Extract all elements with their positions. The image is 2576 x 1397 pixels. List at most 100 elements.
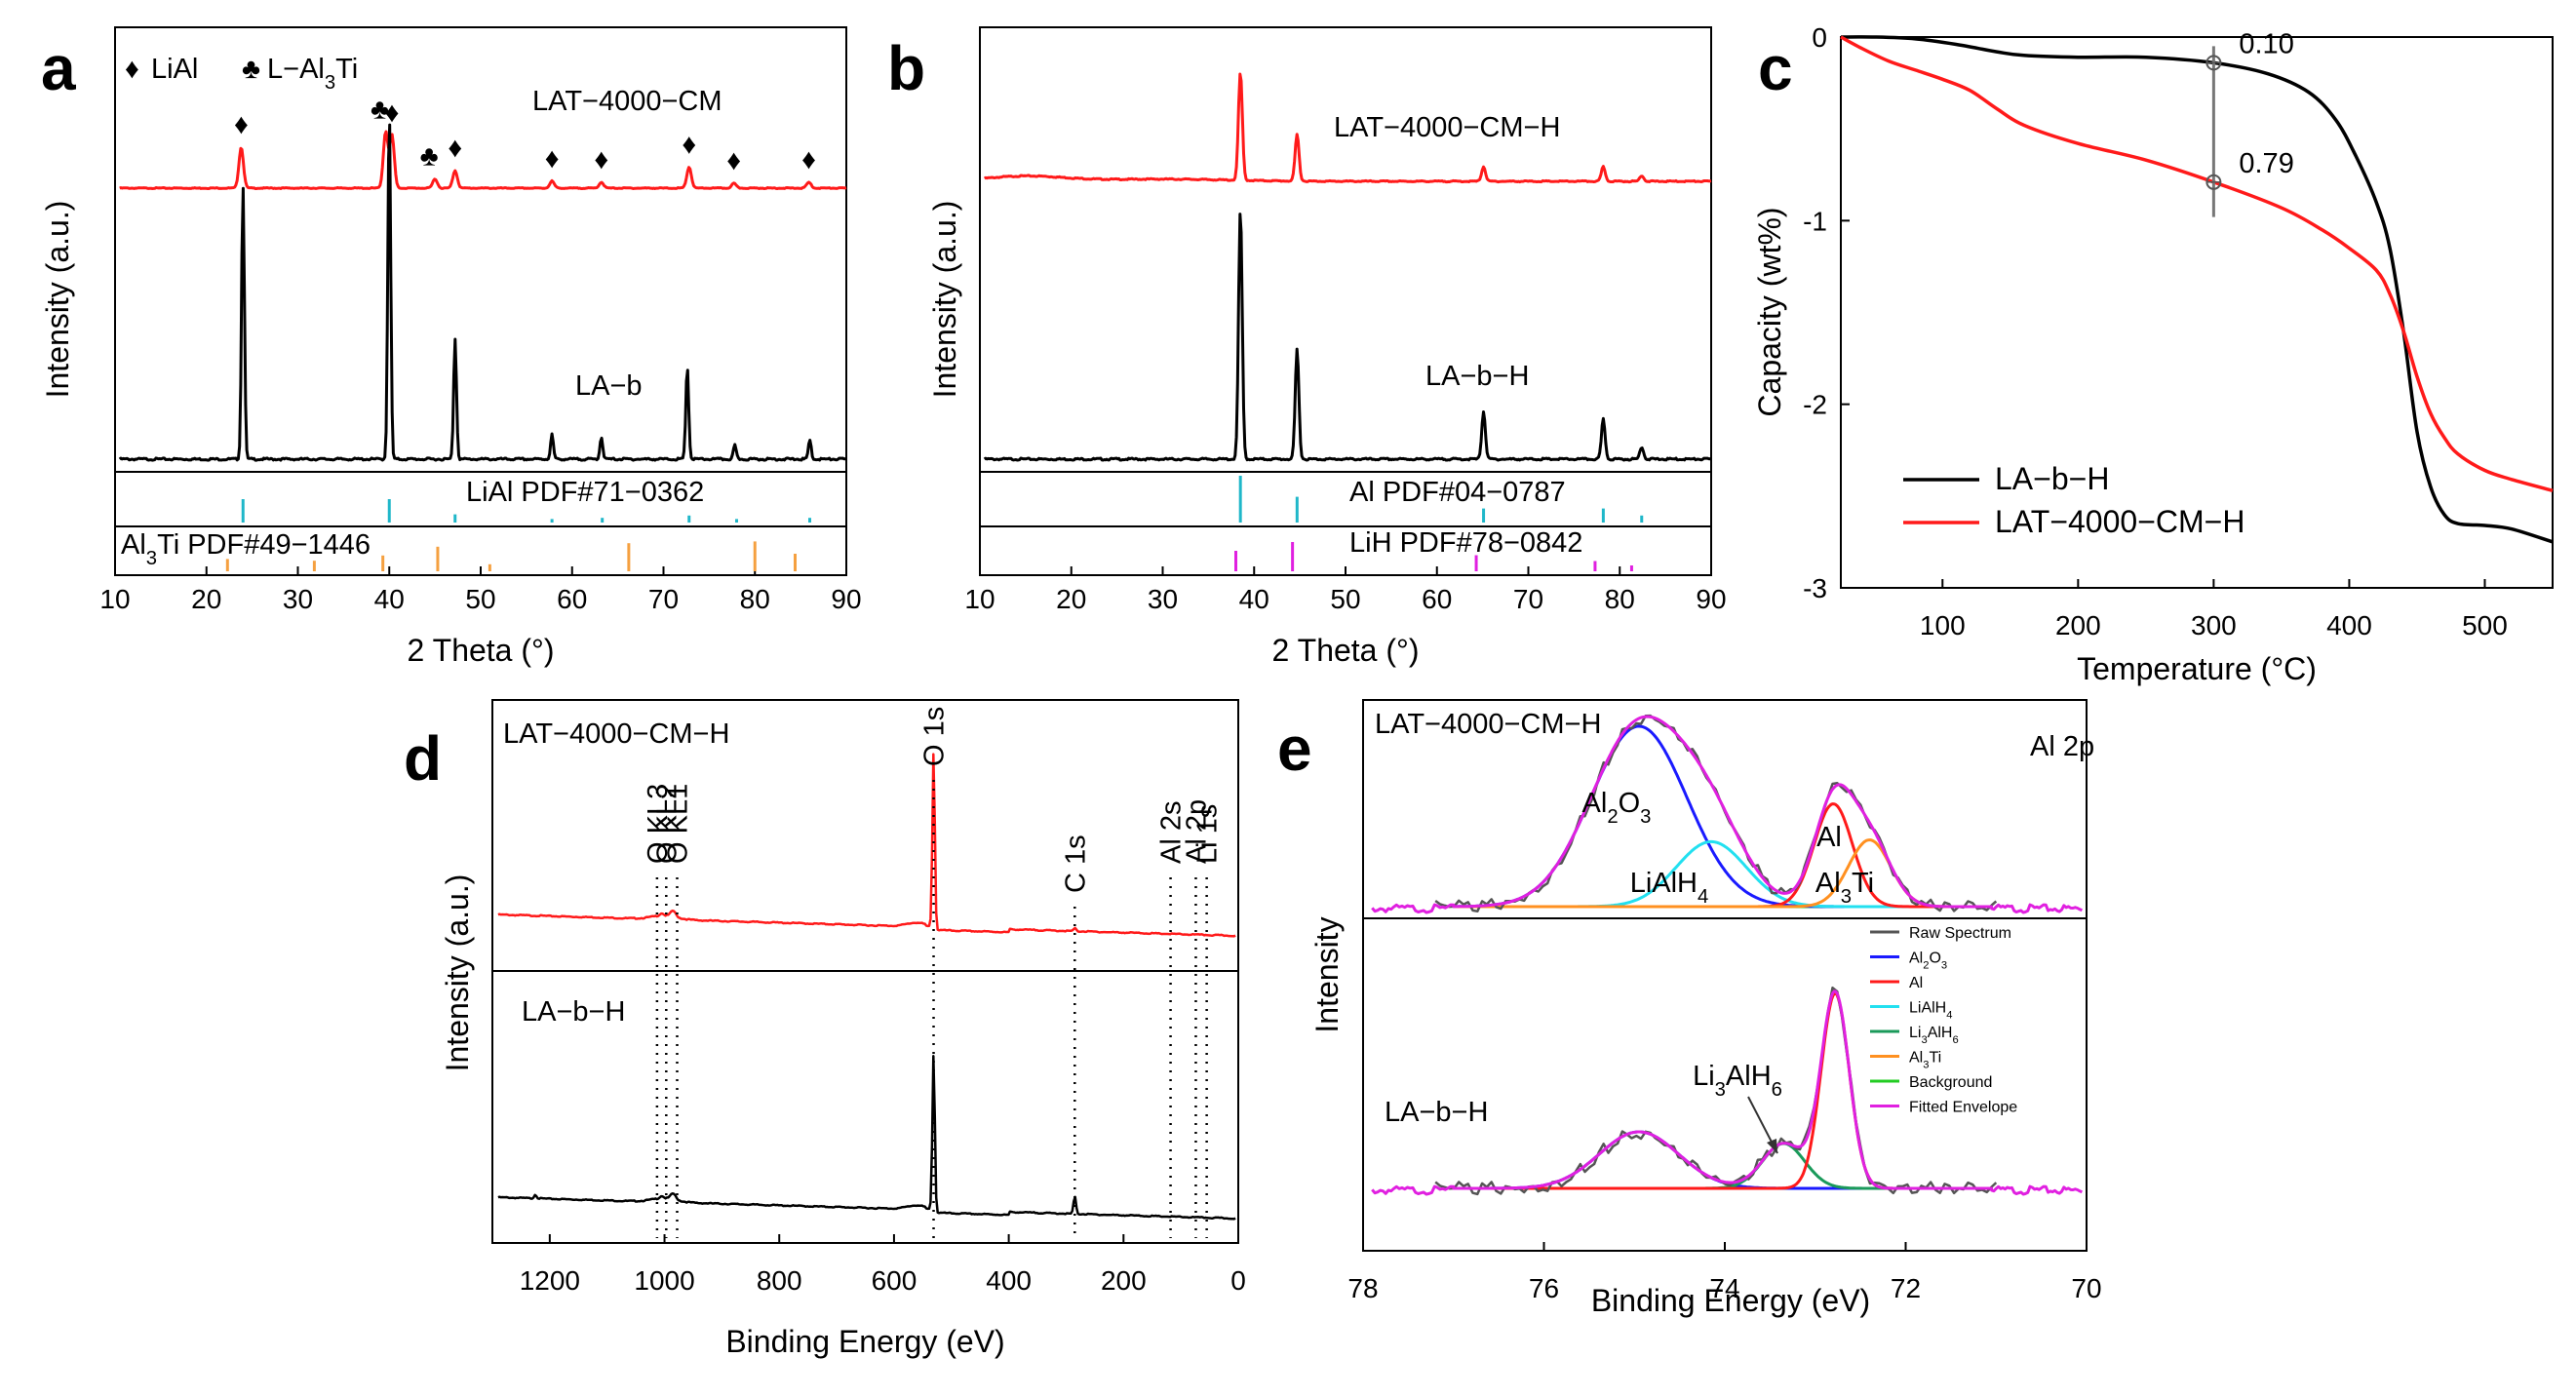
panel-e-xtick-label-70: 70: [2071, 1273, 2101, 1303]
panel-d-marker-label-5: Al 2s: [1156, 801, 1188, 864]
panel-d-xtick-label-600: 600: [872, 1265, 917, 1296]
panel-e-xtick-label-72: 72: [1891, 1273, 1921, 1303]
panel-e-top-label-3: Al3Ti: [1815, 868, 1874, 908]
panel-a-x-tick-label-10: 10: [99, 584, 130, 614]
panel-a-peak-marker-6: ♦: [594, 144, 608, 175]
panel-a-ylabel: Intensity (a.u.): [40, 201, 75, 399]
panel-a-legend-label-0: LiAl: [151, 54, 198, 85]
panel-d-marker-label-6: Al 2p: [1181, 799, 1212, 864]
panel-c-xtick-label-200: 200: [2055, 610, 2101, 640]
panel-d-series-label-1: LA−b−H: [522, 996, 625, 1028]
panel-e-top-envelope: [1371, 715, 2083, 914]
panel-d-xlabel: Binding Energy (eV): [725, 1324, 1004, 1359]
panel-b-series-label-0: LAT−4000−CM−H: [1334, 112, 1560, 143]
panel-e-legend-label-1: Al2O3: [1909, 951, 1947, 972]
panel-e-top-label-2: Al: [1816, 822, 1842, 853]
panel-d-marker-label-1: O KL2: [651, 784, 683, 864]
panel-d-marker-label-0: O KL3: [643, 784, 674, 864]
panel-c-xtick-label-100: 100: [1920, 610, 1966, 640]
panel-a-legend-label-1: L−Al3Ti: [267, 54, 358, 94]
panel-b-xlabel: 2 Theta (°): [1272, 633, 1420, 668]
panel-d-series-la-b-h: [497, 1055, 1236, 1221]
panel-a-peak-marker-2: ♦: [385, 97, 400, 129]
panel-e-legend-label-7: Fitted Envelope: [1909, 1100, 2017, 1116]
panel-e-top-label-1: LiAlH4: [1630, 868, 1709, 908]
panel-b-letter: b: [887, 33, 925, 103]
panel-b-x-tick-label-50: 50: [1330, 584, 1360, 614]
panel-a-x-tick-label-50: 50: [465, 584, 495, 614]
panel-c-ylabel: Capacity (wt%): [1752, 207, 1787, 416]
panel-e-top-label-0: Al2O3: [1582, 788, 1652, 828]
panel-e-legend-label-2: Al: [1909, 975, 1923, 991]
panel-e-ylabel: Intensity: [1309, 916, 1345, 1032]
panel-e-bottom-label-0: Li3AlH6: [1693, 1061, 1782, 1101]
panel-a-x-tick-label-20: 20: [191, 584, 221, 614]
panel-a-peak-marker-7: ♦: [682, 129, 696, 160]
panel-b-series-lat-4000-cm-h: [983, 72, 1712, 184]
panel-e-legend-label-3: LiAlH4: [1909, 1000, 1952, 1022]
panel-e-legend-label-4: Li3AlH6: [1909, 1025, 1959, 1046]
panel-a-letter: a: [41, 33, 76, 103]
panel-e-series-label-0: LAT−4000−CM−H: [1375, 709, 1601, 740]
panel-e-legend-label-6: Background: [1909, 1074, 1992, 1091]
panel-b-frame: [979, 26, 1712, 576]
panel-a-peak-marker-3: ♣: [420, 140, 439, 172]
panel-c-annotation-0: 0.10: [2239, 28, 2293, 59]
panel-e-xtick-label-78: 78: [1347, 1273, 1378, 1303]
panel-a-xlabel: 2 Theta (°): [408, 633, 555, 668]
panel-c-legend-label-0: LA−b−H: [1995, 461, 2109, 496]
panel-d-series-label-0: LAT−4000−CM−H: [503, 718, 729, 750]
panel-d-xtick-label-1200: 1200: [520, 1265, 580, 1296]
panel-d-letter: d: [404, 723, 442, 794]
panel-e-legend-label-0: Raw Spectrum: [1909, 925, 2011, 942]
panel-a-series-label-1: LA−b: [575, 370, 643, 402]
panel-e-top-component-0: [1453, 724, 1992, 909]
panel-c-ytick-label--3: -3: [1803, 573, 1827, 603]
panel-b-x-tick-label-80: 80: [1605, 584, 1635, 614]
panel-a-ref-label-0: LiAl PDF#71−0362: [466, 477, 704, 508]
panel-c-series-1: [1840, 35, 2554, 492]
panel-a-x-tick-label-90: 90: [831, 584, 861, 614]
panel-b-ref-label-0: Al PDF#04−0787: [1349, 477, 1566, 508]
panel-b-x-tick-label-10: 10: [964, 584, 995, 614]
panel-c-frame: [1840, 36, 2554, 589]
panel-d-xtick-label-200: 200: [1101, 1265, 1147, 1296]
panel-c-xtick-label-300: 300: [2191, 610, 2237, 640]
panel-a-x-tick-label-70: 70: [648, 584, 679, 614]
panel-a-x-tick-label-40: 40: [374, 584, 405, 614]
panel-b-x-tick-label-20: 20: [1056, 584, 1086, 614]
panel-e-legend-label-5: Al3Ti: [1909, 1050, 1941, 1071]
panel-c-series-0: [1840, 35, 2554, 544]
panel-e-bottom-component-0: [1453, 1130, 1992, 1190]
panel-c-xlabel: Temperature (°C): [2077, 651, 2317, 686]
panel-e-series-label-1: LA−b−H: [1385, 1097, 1488, 1128]
panel-a-legend-symbol-0: ♦: [125, 54, 139, 85]
panel-a-series-label-0: LAT−4000−CM: [532, 86, 722, 117]
panel-c-legend-label-1: LAT−4000−CM−H: [1995, 504, 2244, 539]
panel-d-xtick-label-800: 800: [757, 1265, 802, 1296]
panel-e-xlabel: Binding Energy (eV): [1591, 1283, 1870, 1318]
panel-b-series-la-b-h: [983, 213, 1712, 462]
panel-a-series-la-b: [118, 123, 847, 462]
panel-d-xtick-label-400: 400: [986, 1265, 1032, 1296]
panel-e-bottom-arrowhead: [1767, 1139, 1777, 1153]
panel-b-ylabel: Intensity (a.u.): [927, 201, 962, 399]
panel-a-x-tick-label-80: 80: [740, 584, 770, 614]
panel-c-ytick-label-0: 0: [1812, 22, 1827, 53]
panel-c-annotation-1: 0.79: [2239, 148, 2293, 179]
panel-a-peak-marker-9: ♦: [801, 144, 816, 175]
panel-d-marker-label-4: C 1s: [1060, 834, 1091, 893]
panel-b-x-tick-label-90: 90: [1696, 584, 1726, 614]
panel-a-peak-marker-8: ♦: [726, 145, 741, 176]
panel-e-xtick-label-74: 74: [1709, 1273, 1739, 1303]
panel-d-xtick-label-1000: 1000: [634, 1265, 694, 1296]
panel-b-series-label-1: LA−b−H: [1425, 361, 1529, 392]
panel-a-peak-marker-4: ♦: [448, 133, 462, 164]
panel-d-series-lat-4000-cm-h: [497, 753, 1236, 938]
panel-d-marker-label-7: Li 1s: [1192, 804, 1224, 864]
panel-a-x-tick-label-60: 60: [557, 584, 587, 614]
panel-a-peak-marker-5: ♦: [545, 143, 560, 175]
panel-a-ref-label-1: Al3Ti PDF#49−1446: [121, 529, 371, 569]
panel-b-x-tick-label-70: 70: [1513, 584, 1543, 614]
